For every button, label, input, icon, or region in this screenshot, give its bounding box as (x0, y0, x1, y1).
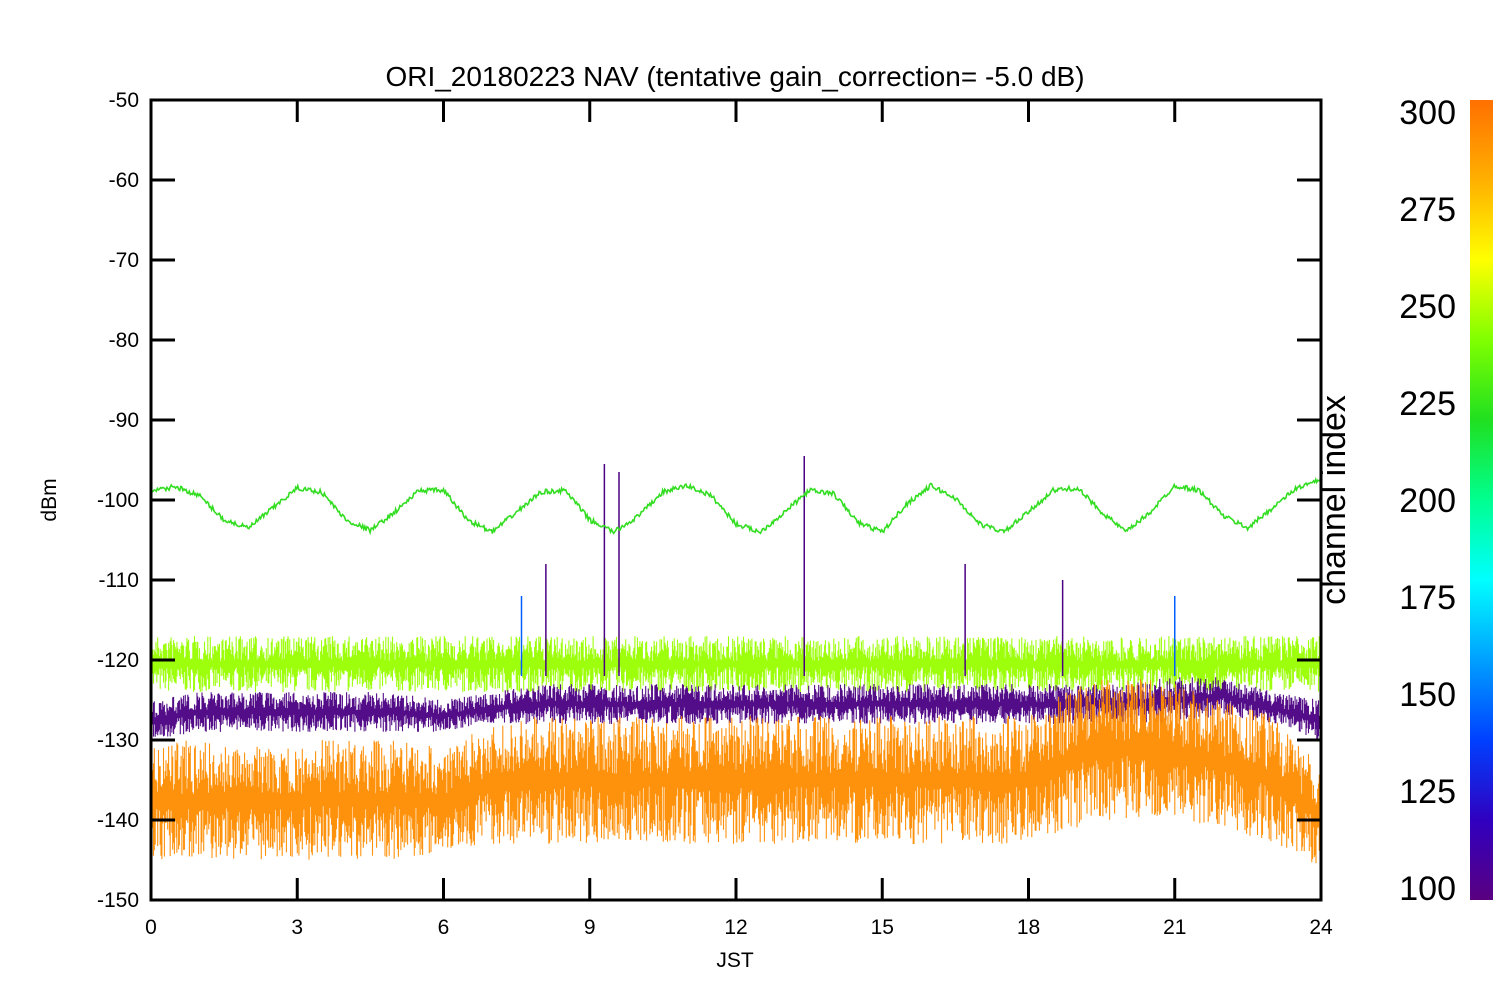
y-tick-label: -130 (97, 729, 139, 752)
plot-area (151, 456, 1321, 864)
colorbar-tick-label: 275 (1399, 191, 1456, 229)
colorbar-tick-label: 300 (1399, 94, 1456, 132)
x-tick-label: 6 (438, 916, 450, 939)
y-tick-label: -60 (109, 169, 139, 192)
x-axis: 0 3 6 9 12 15 18 21 24 (145, 100, 1333, 939)
colorbar (1470, 100, 1493, 900)
x-tick-label: 15 (871, 916, 894, 939)
x-tick-label: 3 (291, 916, 303, 939)
x-tick-label: 21 (1163, 916, 1186, 939)
y-axis: -50 -60 -70 -80 -90 -100 -110 -120 -130 -140 -150 (97, 89, 1321, 912)
colorbar-tick-label: 225 (1399, 385, 1456, 423)
x-tick-label: 12 (724, 916, 747, 939)
y-tick-label: -150 (97, 889, 139, 912)
y-axis-label: dBm (38, 478, 61, 521)
x-tick-label: 9 (584, 916, 596, 939)
colorbar-tick-label: 100 (1399, 870, 1456, 908)
series-line-230 (151, 477, 1321, 536)
spikes (520, 456, 1176, 676)
y-tick-label: -120 (97, 649, 139, 672)
x-tick-label: 24 (1309, 916, 1333, 939)
colorbar-tick-label: 125 (1399, 773, 1456, 811)
colorbar-tick-label: 150 (1399, 676, 1456, 714)
y-tick-label: -70 (109, 249, 139, 272)
y-tick-label: -50 (109, 89, 139, 112)
y-tick-label: -100 (97, 489, 139, 512)
colorbar-tick-label: 200 (1399, 482, 1456, 520)
y-tick-label: -110 (99, 569, 139, 592)
series-band-290 (151, 678, 1321, 864)
colorbar-ticks: 300 275 250 225 200 175 150 125 100 (1399, 94, 1456, 908)
colorbar-tick-label: 175 (1399, 579, 1456, 617)
y-tick-label: -90 (109, 409, 139, 432)
y-tick-label: -140 (97, 809, 139, 832)
x-tick-label: 18 (1017, 916, 1040, 939)
chart-title: ORI_20180223 NAV (tentative gain_correct… (385, 61, 1084, 92)
series-band-260 (151, 636, 1321, 692)
colorbar-label: channel index (1315, 395, 1353, 605)
series-band-110 (151, 677, 1321, 739)
colorbar-tick-label: 250 (1399, 288, 1456, 326)
y-tick-label: -80 (109, 329, 139, 352)
x-axis-label: JST (716, 949, 754, 972)
x-tick-label: 0 (145, 916, 157, 939)
